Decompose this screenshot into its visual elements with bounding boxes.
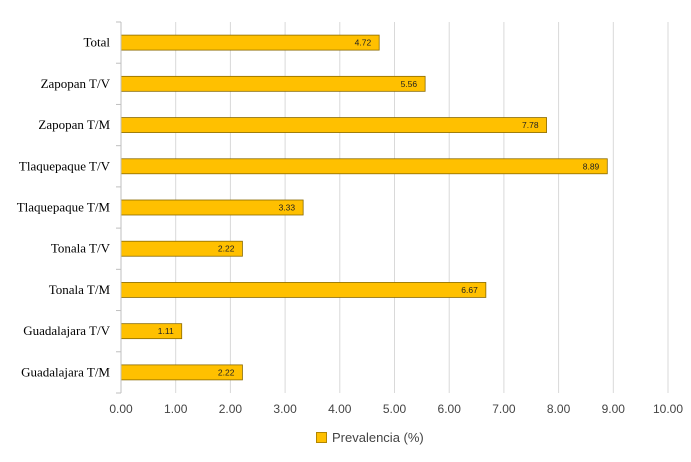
bar-value-label: 2.22 (218, 367, 235, 377)
bar-value-label: 1.11 (158, 326, 174, 336)
x-tick-label: 0.00 (109, 402, 133, 416)
category-label: Tonala T/M (49, 282, 111, 297)
legend: Prevalencia (%) (316, 430, 424, 445)
bar-value-label: 7.78 (522, 120, 539, 130)
bar-value-label: 8.89 (583, 161, 600, 171)
bar-value-label: 2.22 (218, 244, 235, 254)
bar (120, 75, 426, 92)
category-label: Guadalajara T/M (21, 364, 110, 379)
x-tick-label: 6.00 (438, 402, 462, 416)
x-tick-label: 9.00 (602, 402, 626, 416)
bar-value-label: 6.67 (461, 285, 478, 295)
legend-swatch (316, 432, 327, 443)
legend-label: Prevalencia (%) (332, 430, 424, 445)
category-label: Total (83, 35, 110, 50)
bars-group: 4.72 5.56 7.78 8.89 3.33 2.22 6.67 1.11 2.22 (120, 34, 608, 381)
x-tick-label: 4.00 (328, 402, 352, 416)
bar (120, 199, 304, 216)
x-tick-label: 3.00 (273, 402, 297, 416)
bar-value-label: 4.72 (355, 38, 372, 48)
category-label: Guadalajara T/V (23, 323, 110, 338)
category-label: Tlaquepaque T/M (17, 200, 111, 215)
category-label: Tlaquepaque T/V (19, 158, 111, 173)
x-tick-label: 10.00 (653, 402, 683, 416)
x-tick-label: 5.00 (383, 402, 407, 416)
bar (120, 282, 487, 298)
bar-value-label: 5.56 (401, 79, 418, 89)
bar-value-label: 3.33 (279, 203, 296, 213)
bar (120, 117, 547, 133)
category-label: Zapopan T/V (41, 76, 111, 91)
x-tick-label: 7.00 (492, 402, 516, 416)
axes-group: 0.00 1.00 2.00 3.00 4.00 5.00 6.00 7.00 8.00 9.00… (17, 21, 683, 416)
x-tick-label: 8.00 (547, 402, 571, 416)
bar (120, 34, 380, 51)
category-label: Tonala T/V (51, 241, 111, 256)
x-tick-label: 2.00 (219, 402, 243, 416)
category-label: Zapopan T/M (38, 117, 110, 132)
x-tick-label: 1.00 (164, 402, 188, 416)
bar (120, 158, 608, 175)
